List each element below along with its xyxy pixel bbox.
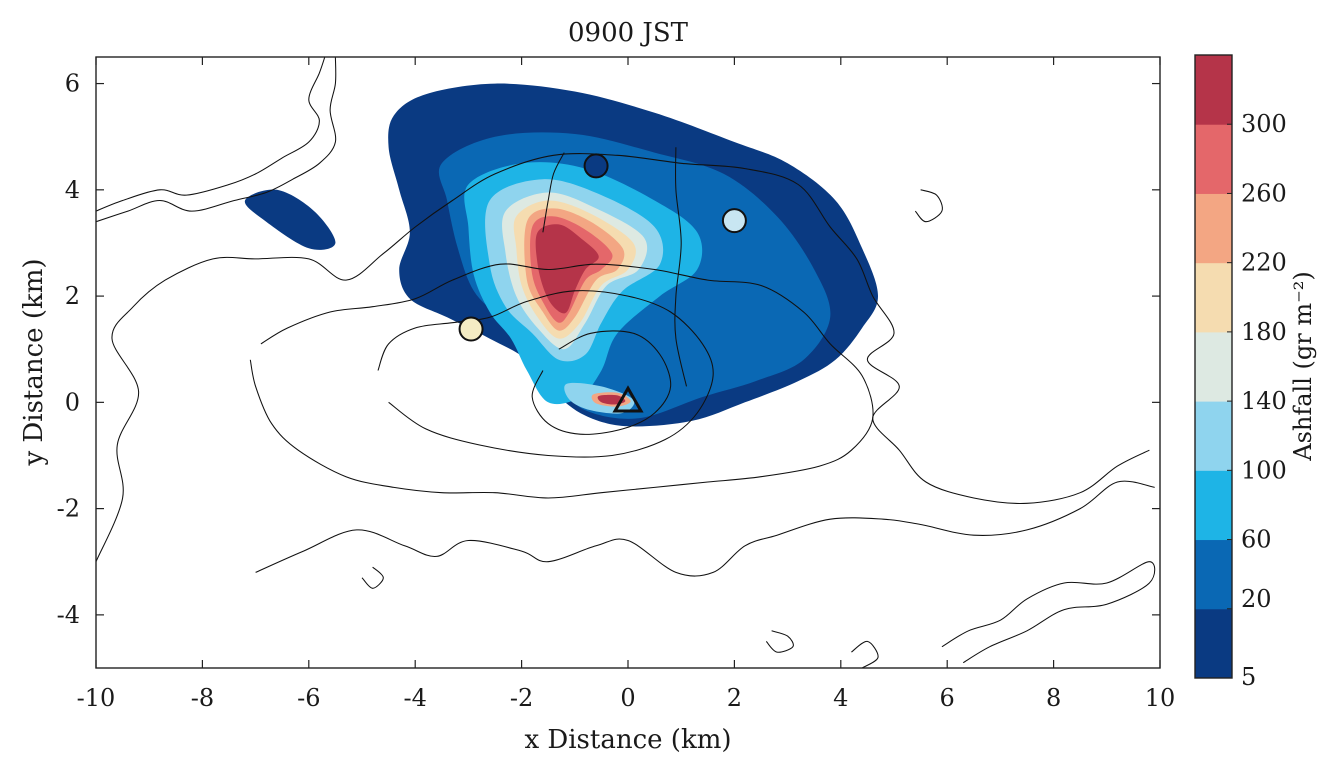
topography-contour-line [377,290,714,458]
colorbar-segment [1195,539,1232,610]
observation-site-marker [721,208,747,234]
x-tick-label: 0 [620,684,635,712]
colorbar-label: Ashfall (gr m⁻²) [1289,271,1317,462]
vent-triangle-marker [612,385,644,413]
x-tick-label: 2 [727,684,742,712]
colorbar-tick-label: 220 [1241,249,1287,277]
colorbar-tick-label: 300 [1241,110,1287,138]
colorbar-segment [1195,331,1232,402]
ashfall-region-300-320 [535,224,599,314]
x-tick-label: 10 [1145,684,1176,712]
colorbar-tick-label: 140 [1241,387,1287,415]
y-tick-label: -4 [57,601,80,629]
y-tick-label: 2 [65,282,80,310]
colorbar-tick-label: 5 [1241,663,1256,691]
y-tick-label: 0 [65,388,80,416]
x-tick-label: -10 [77,684,116,712]
colorbar-tick-label: 60 [1241,526,1272,554]
colorbar-segment [1195,55,1232,125]
chart-title: 0900 JST [568,18,689,48]
x-axis-label: x Distance (km) [524,725,731,755]
topography-contour-line [941,561,1156,664]
topography-contour-line [531,330,672,435]
y-tick-label: -2 [57,495,80,523]
colorbar-frame [1194,54,1233,679]
observation-site-marker [583,153,609,179]
topography-contour-line [96,57,337,223]
topography-contour-line [249,263,874,499]
colorbar-tick-label: 180 [1241,318,1287,346]
observation-markers [458,153,747,413]
plot-area [96,57,1160,668]
colorbar-segment [1195,124,1232,194]
topography-contour-line [96,57,326,212]
topography-contour-line [914,189,943,223]
colorbar-segment [1195,608,1232,679]
topography-contour-line [542,152,565,233]
colorbar-segment [1195,193,1232,264]
topography-contour-line [851,640,879,668]
y-axis-label: y Distance (km) [19,258,49,466]
topography-contours [96,57,1156,668]
x-tick-label: 8 [1046,684,1061,712]
x-tick-label: 6 [940,684,955,712]
colorbar-segment [1195,401,1232,471]
topography-contour-line [361,566,384,589]
ashfall-region-5-20 [244,189,336,250]
x-axis: -10 -8 -6 -4 -2 0 2 4 6 8 10 [77,57,1176,712]
x-tick-label: -2 [510,684,533,712]
colorbar-tick-label: 260 [1241,179,1287,207]
topography-contour-line [674,147,688,387]
y-tick-label: 4 [65,176,80,204]
colorbar-segment [1195,470,1232,541]
x-tick-label: -6 [297,684,320,712]
ashfall-contours [244,83,878,427]
colorbar-segment [1195,262,1232,333]
topography-contour-line [765,630,794,653]
x-tick-label: 4 [833,684,848,712]
colorbar: 5 20 60 100 140 180 220 260 300 [1194,54,1287,691]
colorbar-tick-label: 100 [1241,456,1287,484]
x-tick-label: -8 [191,684,214,712]
colorbar-tick-label: 20 [1241,585,1272,613]
x-tick-label: -4 [404,684,427,712]
observation-site-marker [458,316,484,342]
y-axis: -4 -2 0 2 4 6 [57,70,1160,629]
topography-contour-line [255,480,1155,577]
y-tick-label: 6 [65,70,80,98]
topography-contour-line [96,153,1150,562]
